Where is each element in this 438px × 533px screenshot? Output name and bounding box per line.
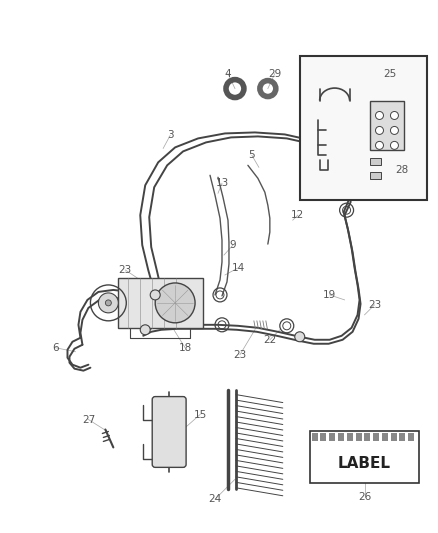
- Text: 15: 15: [194, 409, 207, 419]
- Circle shape: [375, 111, 384, 119]
- Text: 14: 14: [231, 263, 244, 273]
- Text: 5: 5: [249, 150, 255, 160]
- Bar: [391, 433, 397, 441]
- Bar: [370, 172, 381, 179]
- Text: 19: 19: [323, 290, 336, 300]
- Circle shape: [99, 293, 118, 313]
- Circle shape: [390, 126, 399, 134]
- Text: 13: 13: [215, 178, 229, 188]
- Text: 28: 28: [395, 165, 408, 175]
- Circle shape: [150, 290, 160, 300]
- Bar: [408, 433, 414, 441]
- Text: 22: 22: [263, 335, 276, 345]
- Circle shape: [295, 332, 305, 342]
- Bar: [347, 433, 353, 441]
- Bar: [300, 55, 427, 200]
- Text: 23: 23: [119, 265, 132, 275]
- Bar: [370, 101, 404, 150]
- Bar: [364, 433, 370, 441]
- Text: 23: 23: [368, 300, 381, 310]
- Bar: [382, 433, 388, 441]
- Text: 25: 25: [383, 69, 396, 78]
- Text: 18: 18: [178, 343, 192, 353]
- Text: LABEL: LABEL: [338, 456, 391, 471]
- Text: 24: 24: [208, 494, 222, 504]
- Text: 26: 26: [358, 492, 371, 502]
- Circle shape: [140, 325, 150, 335]
- Text: 12: 12: [291, 210, 304, 220]
- Text: 6: 6: [52, 343, 59, 353]
- Bar: [310, 432, 419, 483]
- FancyBboxPatch shape: [152, 397, 186, 467]
- Text: 3: 3: [167, 131, 173, 140]
- Bar: [312, 433, 318, 441]
- Bar: [370, 158, 381, 165]
- Bar: [373, 433, 379, 441]
- Bar: [118, 278, 203, 328]
- Bar: [399, 433, 406, 441]
- Text: 27: 27: [82, 415, 95, 424]
- Circle shape: [375, 141, 384, 149]
- Text: 9: 9: [230, 240, 236, 250]
- Circle shape: [106, 300, 111, 306]
- Circle shape: [390, 111, 399, 119]
- Text: 4: 4: [225, 69, 231, 78]
- Bar: [338, 433, 344, 441]
- Bar: [321, 433, 326, 441]
- Circle shape: [390, 141, 399, 149]
- Circle shape: [375, 126, 384, 134]
- Circle shape: [155, 283, 195, 323]
- Text: 23: 23: [233, 350, 247, 360]
- Bar: [356, 433, 361, 441]
- Text: 29: 29: [268, 69, 282, 78]
- Bar: [329, 433, 335, 441]
